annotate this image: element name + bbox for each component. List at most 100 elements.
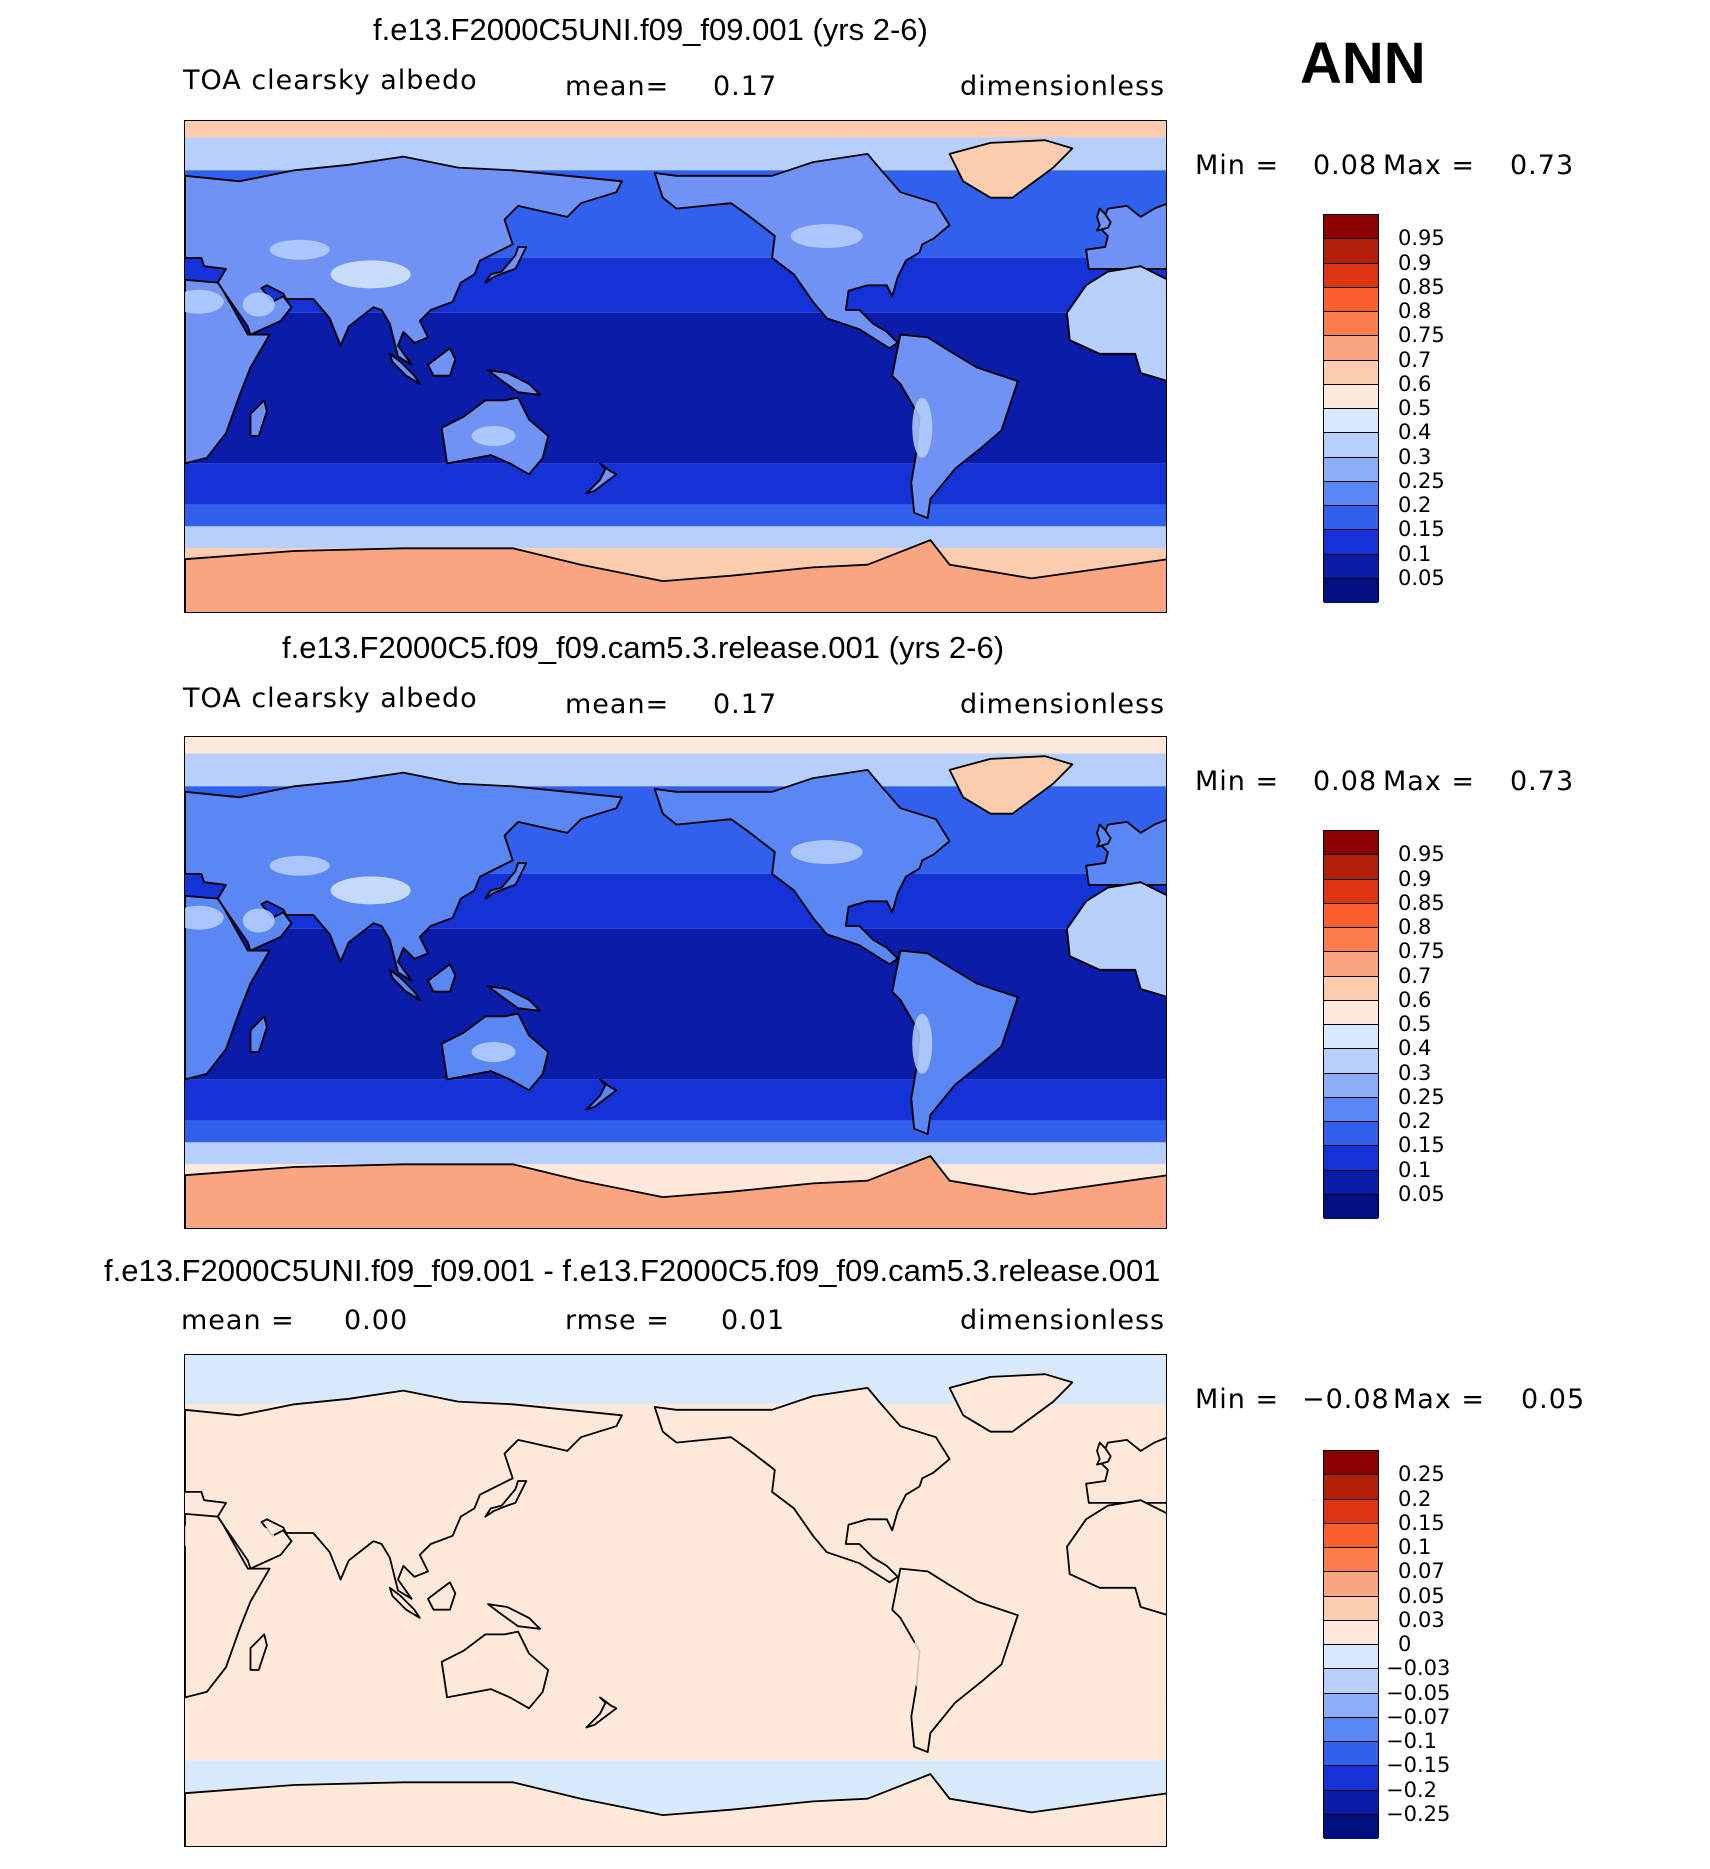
- colorbar-tick-label: −0.1: [1386, 1729, 1437, 1753]
- colorbar-tick-label: −0.05: [1386, 1680, 1451, 1705]
- colorbar-box: [1323, 1450, 1379, 1839]
- landmass-samerica: [891, 949, 1019, 1136]
- colorbar-tick-label: 0.85: [1398, 274, 1445, 299]
- colorbar-segment: [1324, 1523, 1378, 1548]
- arabia-desert: [242, 292, 275, 317]
- colorbar-tick-label: 0.2: [1398, 493, 1432, 517]
- colorbar-tick-label: −0.25: [1386, 1801, 1451, 1826]
- colorbar-tick-label: 0: [1398, 1632, 1412, 1656]
- south-ocean-band: [185, 1697, 1166, 1739]
- colorbar-tick-label: 0.5: [1398, 396, 1432, 420]
- tropical-ocean-band: [185, 928, 1166, 1080]
- landmass-africa: [185, 278, 271, 465]
- australia-interior: [471, 1659, 516, 1680]
- colorbar-tick-label: 0.75: [1398, 939, 1445, 964]
- colorbar-box: [1323, 214, 1379, 603]
- colorbar-tick-label: 0.05: [1398, 1583, 1445, 1608]
- colorbar-segment: [1324, 1475, 1378, 1500]
- landmass-newguinea: [487, 369, 541, 396]
- colorbar-segment: [1324, 1742, 1378, 1767]
- colorbar-segment: [1324, 1572, 1378, 1597]
- colorbar-segment: [1324, 1669, 1378, 1694]
- colorbar-segment: [1324, 1170, 1378, 1195]
- landmass-japan: [484, 862, 528, 900]
- colorbar-segment: [1324, 952, 1378, 977]
- colorbar-tick-label: 0.25: [1398, 468, 1445, 493]
- panel-3-mean-label: mean =: [181, 1305, 295, 1336]
- panel-2-title: f.e13.F2000C5.f09_f09.cam5.3.release.001…: [282, 630, 1005, 665]
- colorbar-segment: [1324, 1097, 1378, 1122]
- colorbar-tick-label: 0.85: [1398, 890, 1445, 915]
- panel-2-min-value: 0.08: [1313, 766, 1378, 797]
- arabia-desert: [242, 908, 275, 933]
- landmass-antarctica: [185, 1773, 1166, 1846]
- colorbar-tick-label: 0.1: [1398, 1157, 1432, 1182]
- panel-3-max-label: Max =: [1393, 1384, 1486, 1415]
- landmass-antarctica: [185, 1155, 1166, 1228]
- landmass-nz: [585, 1696, 618, 1729]
- colorbar-segment: [1324, 384, 1378, 409]
- colorbar-tick-label: 0.4: [1398, 420, 1432, 445]
- panel-1-min-label: Min =: [1195, 150, 1280, 181]
- colorbar-segment: [1324, 1499, 1378, 1524]
- colorbar-tick-label: 0.2: [1398, 1109, 1432, 1133]
- north-america-interior: [790, 224, 863, 249]
- colorbar-tick-label: 0.07: [1398, 1559, 1445, 1584]
- andes: [912, 1631, 933, 1692]
- colorbar-segment: [1324, 336, 1378, 361]
- landmass-namerica: [653, 769, 951, 966]
- panel-1-min-value: 0.08: [1313, 150, 1378, 181]
- colorbar-segment: [1324, 554, 1378, 579]
- landmass-samerica: [891, 1567, 1019, 1754]
- landmass-uk: [1096, 1441, 1112, 1466]
- colorbar-segment: [1324, 1620, 1378, 1645]
- landmass-uk: [1096, 823, 1112, 848]
- landmass-africa: [185, 894, 271, 1081]
- sea-ice-band: [185, 526, 1166, 549]
- colorbar-segment: [1324, 263, 1378, 288]
- colorbar-tick-label: 0.2: [1398, 1486, 1432, 1511]
- season-label: ANN: [1300, 31, 1426, 96]
- panel-2-variable: TOA clearsky albedo: [183, 683, 478, 714]
- colorbar-tick-label: 0.05: [1398, 565, 1445, 590]
- colorbar-tick-label: 0.3: [1398, 1060, 1432, 1085]
- colorbar-segment: [1324, 976, 1378, 1001]
- colorbar-segment: [1324, 1548, 1378, 1573]
- colorbar-tick-label: 0.1: [1398, 1535, 1432, 1559]
- landmass-greenland: [948, 755, 1074, 815]
- colorbar-segment: [1324, 1693, 1378, 1718]
- arctic-band: [185, 737, 1166, 754]
- southern-ocean-band: [185, 1738, 1166, 1761]
- colorbar-tick-label: 0.8: [1398, 299, 1432, 323]
- australia-interior: [471, 1041, 516, 1062]
- colorbar-tick-label: 0.1: [1398, 541, 1432, 566]
- panel-2-max-value: 0.73: [1510, 766, 1575, 797]
- panel-3-min-value: −0.08: [1302, 1384, 1390, 1415]
- colorbar-segment: [1324, 1645, 1378, 1670]
- colorbar-tick-label: −0.15: [1386, 1753, 1451, 1778]
- andes: [912, 1013, 933, 1074]
- landmass-samerica: [891, 333, 1019, 520]
- landmass-africa_w: [1066, 265, 1166, 382]
- colorbar-tick-label: 0.6: [1398, 371, 1432, 396]
- andes: [912, 397, 933, 458]
- colorbar-segment: [1324, 1451, 1378, 1476]
- landmass-japan: [484, 246, 528, 284]
- colorbar-segment: [1324, 1000, 1378, 1025]
- colorbar-segment: [1324, 928, 1378, 953]
- sea-ice-band: [185, 1142, 1166, 1165]
- colorbar-segment: [1324, 433, 1378, 458]
- landmass-newguinea: [487, 1603, 541, 1630]
- colorbar-segment: [1324, 287, 1378, 312]
- panel-1-variable: TOA clearsky albedo: [183, 65, 478, 96]
- colorbar-segment: [1324, 1073, 1378, 1098]
- panel-2-max-label: Max =: [1383, 766, 1476, 797]
- colorbar-segment: [1324, 578, 1378, 603]
- colorbar-tick-label: 0.95: [1398, 842, 1445, 867]
- landmass-borneo: [427, 347, 457, 377]
- landmass-sumatra: [388, 352, 421, 385]
- arctic-band: [185, 121, 1166, 138]
- panel-1-max-label: Max =: [1383, 150, 1476, 181]
- tibet-plateau: [330, 1494, 411, 1523]
- landmass-sumatra: [388, 1586, 421, 1619]
